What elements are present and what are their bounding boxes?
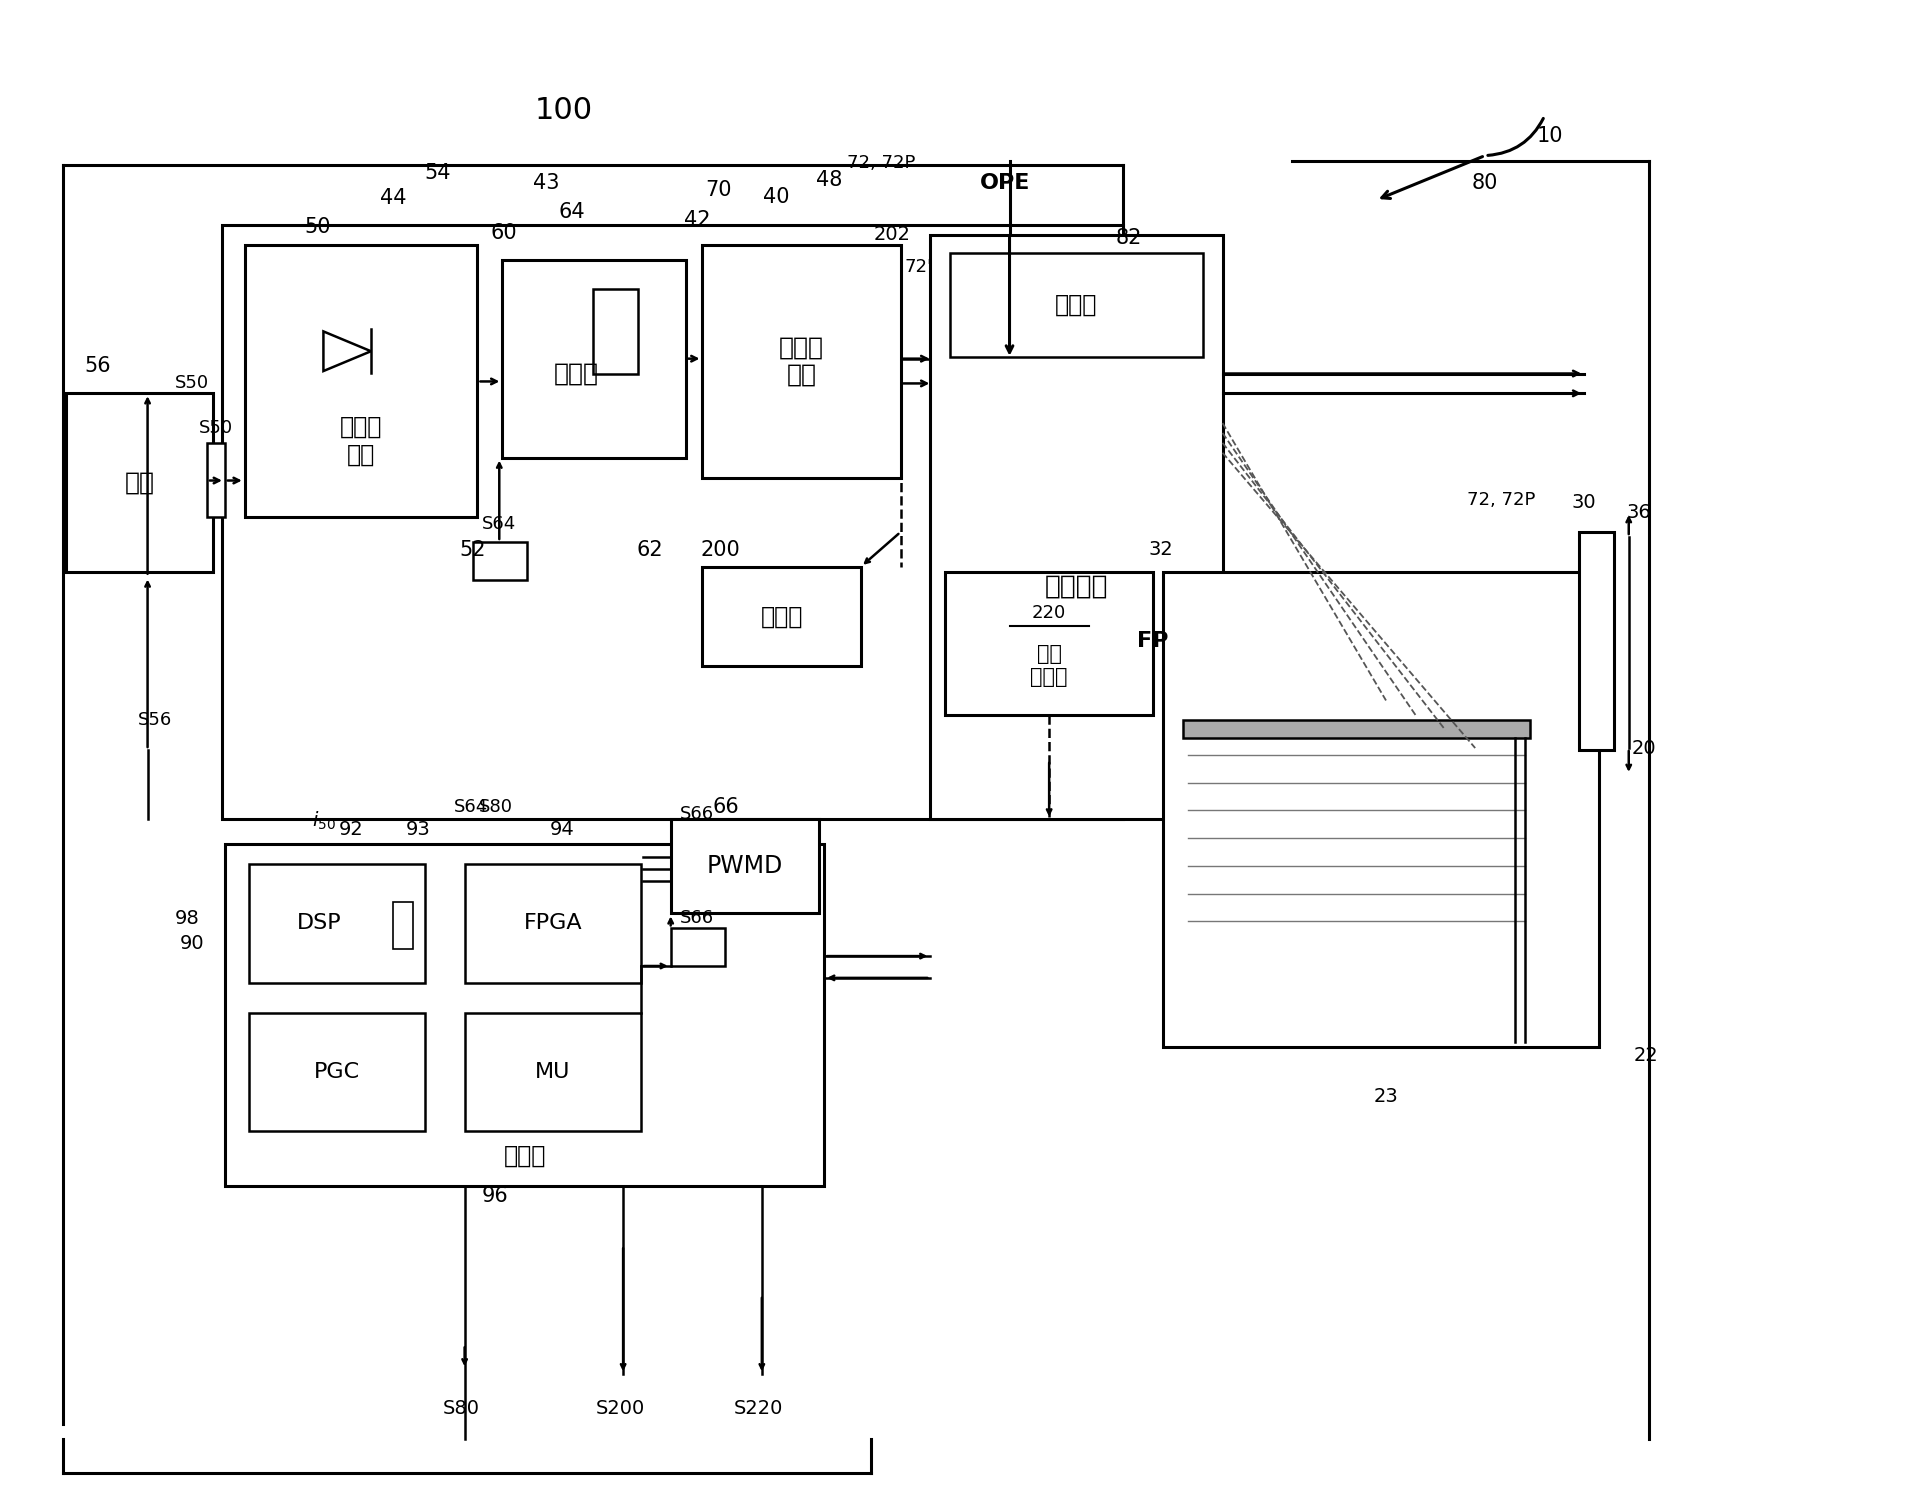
Text: 92: 92 — [337, 820, 362, 838]
Text: 功率计: 功率计 — [761, 604, 803, 628]
Text: 62: 62 — [636, 539, 663, 560]
Text: 82: 82 — [1116, 228, 1143, 248]
Text: 40: 40 — [763, 188, 790, 207]
Text: 90: 90 — [180, 934, 205, 952]
Text: 36: 36 — [1626, 503, 1651, 521]
Text: 70: 70 — [705, 180, 732, 200]
Text: 位置
探测器: 位置 探测器 — [1031, 644, 1068, 688]
Bar — [464, 864, 640, 982]
Text: PWMD: PWMD — [707, 855, 784, 879]
Bar — [502, 260, 686, 458]
Bar — [67, 394, 213, 572]
Text: 44: 44 — [380, 188, 406, 209]
Bar — [207, 443, 224, 517]
Text: 66: 66 — [713, 798, 740, 817]
Text: 编码器: 编码器 — [1054, 293, 1098, 317]
Text: S66: S66 — [681, 909, 715, 927]
Bar — [671, 928, 725, 966]
Text: MU: MU — [535, 1062, 571, 1081]
Text: 20: 20 — [1631, 739, 1656, 757]
Text: PGC: PGC — [314, 1062, 360, 1081]
Text: 202: 202 — [874, 225, 911, 245]
Bar — [249, 864, 426, 982]
Bar — [702, 245, 901, 478]
Text: S64: S64 — [483, 515, 516, 533]
Text: 60: 60 — [491, 222, 518, 243]
Bar — [951, 252, 1202, 356]
Text: 80: 80 — [1472, 173, 1499, 194]
Text: 50: 50 — [305, 216, 332, 237]
Bar — [1183, 721, 1530, 737]
Text: 72, 72P: 72, 72P — [847, 155, 914, 173]
Text: 72': 72' — [905, 257, 932, 275]
Text: 30: 30 — [1572, 493, 1597, 512]
Bar — [594, 290, 638, 374]
Text: S200: S200 — [596, 1400, 644, 1418]
Text: S80: S80 — [443, 1400, 479, 1418]
Text: OPE: OPE — [980, 173, 1031, 194]
Text: S220: S220 — [734, 1400, 784, 1418]
Text: $i_{50}$: $i_{50}$ — [312, 810, 335, 832]
Text: 54: 54 — [424, 164, 450, 183]
Bar — [464, 1012, 640, 1131]
Text: 98: 98 — [174, 909, 199, 928]
Text: 93: 93 — [406, 820, 431, 838]
Bar — [702, 566, 861, 665]
Bar — [472, 542, 527, 580]
Bar — [945, 572, 1154, 715]
Text: 22: 22 — [1633, 1045, 1658, 1065]
Text: 激光器: 激光器 — [554, 362, 598, 386]
Text: 非线性
介质: 非线性 介质 — [778, 335, 824, 388]
Text: 200: 200 — [700, 539, 740, 560]
Bar — [224, 844, 824, 1187]
Bar — [393, 901, 412, 949]
Text: 96: 96 — [481, 1187, 508, 1206]
Bar — [1580, 532, 1614, 749]
Text: 220: 220 — [1031, 604, 1066, 622]
Text: S56: S56 — [138, 712, 173, 730]
Text: 100: 100 — [535, 96, 592, 126]
Text: 94: 94 — [550, 820, 573, 838]
Text: 72, 72P: 72, 72P — [1467, 491, 1536, 509]
Text: S66: S66 — [681, 805, 715, 823]
Bar — [671, 820, 819, 913]
Text: 二极管
组件: 二极管 组件 — [339, 415, 381, 466]
Text: 32: 32 — [1148, 541, 1173, 559]
Text: 10: 10 — [1536, 126, 1562, 146]
Bar — [222, 225, 1123, 820]
Text: DSP: DSP — [297, 913, 341, 933]
Text: 电源: 电源 — [125, 470, 155, 494]
Bar — [1164, 572, 1599, 1047]
Text: 扫描系统: 扫描系统 — [1045, 574, 1108, 599]
Text: 64: 64 — [558, 203, 585, 222]
Text: 42: 42 — [684, 210, 711, 230]
Text: FPGA: FPGA — [523, 913, 583, 933]
Text: FP: FP — [1137, 631, 1169, 650]
Text: 56: 56 — [84, 356, 111, 376]
Text: 23: 23 — [1374, 1087, 1397, 1107]
Text: S80: S80 — [479, 799, 514, 817]
Bar — [245, 245, 477, 517]
Bar — [249, 1012, 426, 1131]
Text: 52: 52 — [460, 539, 485, 560]
Text: 控制器: 控制器 — [504, 1145, 546, 1169]
Text: S50: S50 — [174, 374, 209, 392]
Text: 43: 43 — [533, 173, 560, 194]
Text: S50: S50 — [199, 419, 234, 437]
Text: 48: 48 — [817, 170, 842, 191]
Bar — [930, 234, 1223, 820]
Text: S64: S64 — [454, 799, 487, 817]
